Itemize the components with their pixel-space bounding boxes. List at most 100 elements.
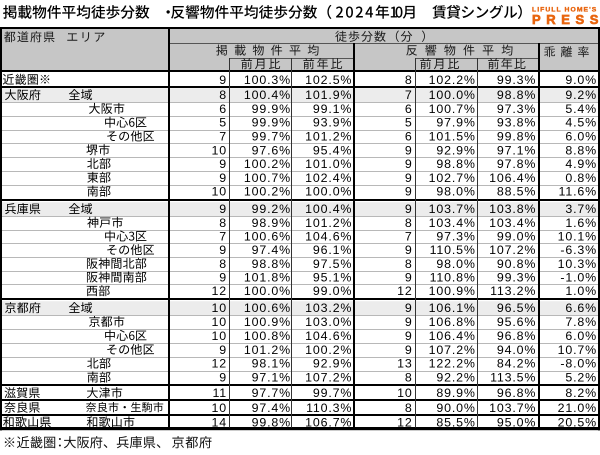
svg-text:99.9%: 99.9% [252, 102, 291, 116]
svg-text:102.4%: 102.4% [305, 171, 352, 185]
svg-text:7: 7 [405, 88, 413, 102]
svg-text:4.9%: 4.9% [565, 157, 597, 171]
svg-text:9: 9 [405, 301, 413, 315]
svg-text:99.8%: 99.8% [252, 415, 291, 429]
svg-text:101.5%: 101.5% [429, 130, 476, 144]
svg-text:5: 5 [405, 116, 413, 130]
svg-text:97.3%: 97.3% [497, 102, 536, 116]
svg-text:101.2%: 101.2% [305, 130, 352, 144]
svg-text:113.5%: 113.5% [490, 371, 536, 385]
svg-text:12: 12 [212, 357, 227, 371]
svg-text:96.1%: 96.1% [313, 243, 352, 257]
svg-text:7: 7 [219, 230, 227, 244]
svg-text:9: 9 [405, 143, 413, 157]
svg-text:95.4%: 95.4% [313, 143, 352, 157]
svg-text:103.7%: 103.7% [489, 401, 536, 415]
svg-text:90.0%: 90.0% [436, 401, 475, 415]
svg-text:100.8%: 100.8% [244, 329, 291, 343]
svg-text:97.1%: 97.1% [497, 143, 536, 157]
svg-text:9: 9 [405, 315, 413, 329]
svg-text:103.0%: 103.0% [305, 315, 352, 329]
svg-text:10: 10 [397, 386, 412, 400]
svg-text:106.8%: 106.8% [429, 315, 476, 329]
svg-text:100.6%: 100.6% [244, 230, 291, 244]
svg-text:107.2%: 107.2% [489, 243, 536, 257]
svg-text:106.1%: 106.1% [429, 301, 476, 315]
svg-text:106.7%: 106.7% [305, 415, 352, 429]
svg-text:8.2%: 8.2% [565, 386, 597, 400]
svg-text:92.2%: 92.2% [436, 371, 475, 385]
svg-text:21.0%: 21.0% [558, 401, 597, 415]
svg-text:1.0%: 1.0% [565, 284, 597, 298]
svg-text:94.0%: 94.0% [497, 343, 536, 357]
svg-text:98.0%: 98.0% [436, 185, 475, 199]
svg-text:8: 8 [405, 216, 413, 230]
svg-text:99.3%: 99.3% [497, 271, 536, 285]
svg-text:103.4%: 103.4% [429, 216, 476, 230]
svg-text:100.7%: 100.7% [429, 102, 476, 116]
svg-text:7.8%: 7.8% [565, 315, 597, 329]
svg-text:8: 8 [219, 88, 227, 102]
svg-text:99.8%: 99.8% [497, 130, 536, 144]
svg-text:12: 12 [397, 415, 412, 429]
svg-text:-1.0%: -1.0% [560, 271, 597, 285]
svg-text:11: 11 [212, 386, 227, 400]
svg-text:8: 8 [219, 257, 227, 271]
svg-text:8: 8 [405, 401, 413, 415]
svg-text:13: 13 [397, 357, 412, 371]
svg-text:98.8%: 98.8% [497, 88, 536, 102]
svg-text:100.7%: 100.7% [244, 171, 291, 185]
svg-text:110.5%: 110.5% [430, 243, 476, 257]
svg-text:107.2%: 107.2% [429, 343, 476, 357]
svg-text:99.2%: 99.2% [252, 202, 291, 216]
svg-text:8: 8 [219, 216, 227, 230]
svg-text:96.5%: 96.5% [497, 301, 536, 315]
svg-text:10.1%: 10.1% [558, 230, 597, 244]
svg-text:10: 10 [212, 143, 227, 157]
svg-text:99.1%: 99.1% [313, 102, 352, 116]
svg-text:9: 9 [219, 157, 227, 171]
svg-text:6: 6 [219, 102, 227, 116]
svg-text:100.2%: 100.2% [244, 185, 291, 199]
svg-text:103.4%: 103.4% [489, 216, 536, 230]
svg-text:3.7%: 3.7% [565, 202, 597, 216]
svg-text:12: 12 [397, 284, 412, 298]
svg-text:102.5%: 102.5% [305, 73, 352, 87]
svg-text:101.0%: 101.0% [305, 157, 352, 171]
svg-text:101.2%: 101.2% [305, 216, 352, 230]
svg-text:104.6%: 104.6% [305, 230, 352, 244]
svg-text:99.0%: 99.0% [497, 230, 536, 244]
svg-text:10: 10 [212, 301, 227, 315]
svg-text:96.8%: 96.8% [497, 386, 536, 400]
svg-text:97.4%: 97.4% [252, 401, 291, 415]
svg-text:9: 9 [405, 329, 413, 343]
svg-text:99.3%: 99.3% [497, 73, 536, 87]
svg-text:9: 9 [219, 243, 227, 257]
svg-text:113.2%: 113.2% [490, 284, 536, 298]
svg-text:9.0%: 9.0% [565, 73, 597, 87]
svg-text:98.8%: 98.8% [436, 157, 475, 171]
svg-text:9: 9 [219, 171, 227, 185]
svg-text:102.7%: 102.7% [429, 171, 476, 185]
svg-text:9: 9 [219, 371, 227, 385]
svg-text:99.9%: 99.9% [252, 116, 291, 130]
svg-text:102.2%: 102.2% [429, 73, 476, 87]
svg-text:9: 9 [219, 343, 227, 357]
svg-text:9.2%: 9.2% [565, 88, 597, 102]
svg-text:100.9%: 100.9% [429, 284, 476, 298]
svg-text:7: 7 [219, 130, 227, 144]
svg-text:97.7%: 97.7% [252, 386, 291, 400]
svg-text:9: 9 [219, 73, 227, 87]
svg-text:12: 12 [212, 284, 227, 298]
svg-text:-8.0%: -8.0% [560, 357, 597, 371]
svg-text:97.6%: 97.6% [252, 143, 291, 157]
svg-text:6.0%: 6.0% [565, 329, 597, 343]
svg-text:89.9%: 89.9% [436, 386, 475, 400]
svg-text:5: 5 [219, 116, 227, 130]
svg-text:106.4%: 106.4% [489, 171, 536, 185]
svg-text:6: 6 [405, 130, 413, 144]
svg-text:110.3%: 110.3% [306, 401, 352, 415]
svg-text:92.9%: 92.9% [436, 143, 475, 157]
svg-text:14: 14 [212, 415, 227, 429]
svg-text:8: 8 [405, 73, 413, 87]
